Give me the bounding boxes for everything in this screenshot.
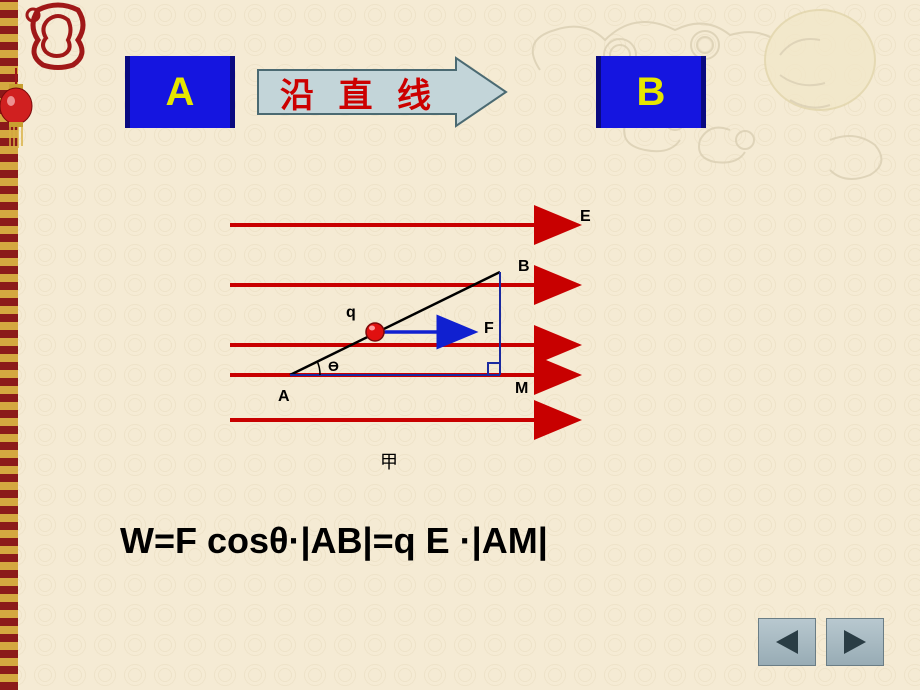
prev-button[interactable] xyxy=(758,618,816,666)
diagram-caption: 甲 xyxy=(380,448,398,474)
box-a: A xyxy=(125,56,235,128)
label-b: B xyxy=(518,258,530,276)
label-m: M xyxy=(515,380,528,398)
arrow-left-icon xyxy=(776,630,798,654)
transition-arrow-label: 沿 直 线 xyxy=(280,68,480,117)
label-a: A xyxy=(278,388,290,406)
box-a-label: A xyxy=(166,70,195,115)
label-q: q xyxy=(346,304,356,322)
formula-text: W=F cosθ·|AB|=q E ·|AM| xyxy=(120,520,548,562)
label-e: E xyxy=(580,208,591,226)
lantern-icon xyxy=(0,68,36,158)
box-b-label: B xyxy=(637,70,666,115)
next-button[interactable] xyxy=(826,618,884,666)
physics-diagram: E B F M A q Ɵ 甲 xyxy=(200,200,600,460)
box-b: B xyxy=(596,56,706,128)
label-f: F xyxy=(484,320,494,338)
label-theta: Ɵ xyxy=(328,358,339,374)
arrow-right-icon xyxy=(844,630,866,654)
